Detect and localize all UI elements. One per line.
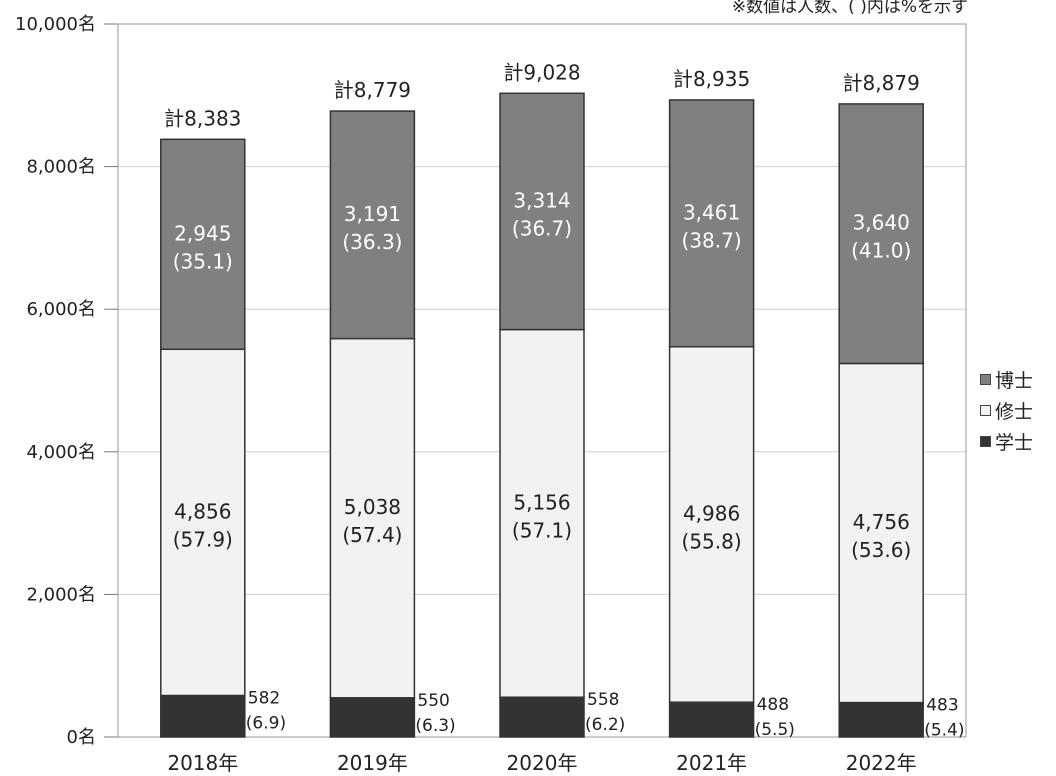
percent-label: (5.5) (755, 720, 795, 740)
bar-segment (668, 701, 755, 738)
bar-segment (160, 348, 246, 697)
legend-swatch-bachelor (980, 436, 991, 447)
legend-item-bachelor: 学士 (980, 426, 1033, 457)
bar-segment (499, 696, 585, 738)
data-label: 4,756 (853, 510, 910, 534)
chart-note: ※数値は人数、( )内は%を示す (731, 0, 968, 17)
data-label: 2,945 (174, 221, 231, 245)
y-tick-label: 0名 (67, 727, 96, 748)
data-label: 5,156 (513, 490, 570, 514)
data-label: 582 (248, 689, 280, 709)
percent-label: (57.9) (173, 527, 233, 551)
bar-segment (329, 110, 416, 340)
total-label: 計9,028 (503, 60, 580, 84)
x-tick-label: 2020年 (507, 751, 578, 775)
y-tick-label: 10,000名 (15, 14, 96, 35)
percent-label: (57.4) (342, 523, 402, 547)
bar-segment (160, 694, 246, 738)
percent-label: (38.7) (682, 228, 742, 252)
bar-segment (668, 345, 755, 703)
percent-label: (53.6) (851, 538, 911, 562)
percent-label: (6.2) (585, 715, 625, 735)
bar-segment (160, 138, 246, 351)
percent-label: (5.4) (924, 721, 964, 741)
total-label: 計8,879 (843, 71, 920, 95)
bar-segment (838, 103, 924, 365)
data-label: 488 (757, 695, 789, 715)
x-tick-label: 2019年 (337, 751, 408, 775)
legend-item-master: 修士 (980, 395, 1033, 426)
legend-label-bachelor: 学士 (995, 432, 1034, 454)
data-label: 3,640 (853, 211, 910, 235)
total-label: 計8,935 (673, 67, 750, 91)
data-label: 4,986 (683, 501, 740, 525)
x-tick-label: 2018年 (167, 751, 238, 775)
legend-item-phd: 博士 (980, 364, 1033, 395)
bar-segment (329, 697, 416, 738)
bar-segment (838, 362, 924, 704)
percent-label: (41.0) (851, 239, 911, 263)
legend-label-master: 修士 (995, 401, 1034, 423)
legend-label-phd: 博士 (995, 370, 1034, 392)
y-tick-label: 6,000名 (26, 299, 96, 320)
total-label: 計8,383 (164, 106, 241, 130)
data-label: 558 (587, 690, 619, 710)
percent-label: (6.3) (415, 716, 455, 736)
data-label: 4,856 (174, 499, 231, 523)
percent-label: (36.3) (342, 230, 402, 254)
bar-segment (329, 337, 416, 699)
legend-swatch-master (980, 405, 991, 416)
legend-swatch-phd (980, 374, 991, 385)
bar-segment (838, 701, 924, 738)
y-tick-label: 4,000名 (26, 442, 96, 463)
data-label: 550 (417, 691, 449, 711)
y-tick-label: 8,000名 (26, 157, 96, 178)
bar-segment (668, 99, 755, 348)
bar-segment (499, 328, 585, 698)
x-tick-label: 2022年 (846, 751, 917, 775)
data-label: 3,314 (513, 188, 570, 212)
data-label: 3,191 (344, 202, 401, 226)
data-label: 483 (926, 696, 958, 716)
x-tick-label: 2021年 (676, 751, 747, 775)
percent-label: (6.9) (246, 714, 286, 734)
percent-label: (35.1) (173, 249, 233, 273)
bar-segment (499, 92, 585, 331)
percent-label: (55.8) (682, 529, 742, 553)
percent-label: (57.1) (512, 518, 572, 542)
data-label: 5,038 (344, 495, 401, 519)
percent-label: (36.7) (512, 216, 572, 240)
total-label: 計8,779 (334, 78, 411, 102)
data-label: 3,461 (683, 200, 740, 224)
y-tick-label: 2,000名 (26, 584, 96, 605)
legend: 博士 修士 学士 (980, 364, 1033, 457)
